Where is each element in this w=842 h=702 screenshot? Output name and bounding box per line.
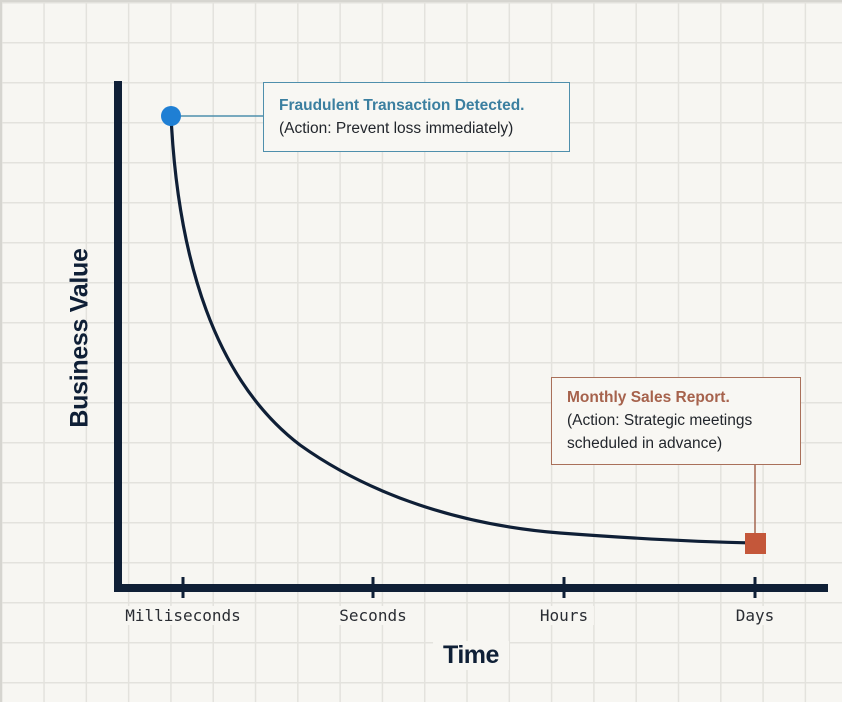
fraud-callout-title: Fraudulent Transaction Detected. xyxy=(279,97,525,114)
fraud-callout: Fraudulent Transaction Detected. (Action… xyxy=(263,82,570,152)
y-axis-title: Business Value xyxy=(65,248,94,428)
axes xyxy=(114,81,828,598)
value-decay-curve xyxy=(169,114,757,545)
x-axis-title: Time xyxy=(433,641,509,670)
frame-border-top xyxy=(0,0,842,2)
x-tick-days xyxy=(753,577,757,598)
x-tick-hours xyxy=(562,577,566,598)
x-tick-label-milliseconds: Milliseconds xyxy=(119,606,247,625)
fraud-callout-action: (Action: Prevent loss immediately) xyxy=(279,120,514,137)
report-marker-square[interactable] xyxy=(745,533,766,554)
fraud-marker-circle[interactable] xyxy=(161,106,181,126)
x-tick-seconds xyxy=(371,577,375,598)
report-callout-title: Monthly Sales Report. xyxy=(567,389,730,406)
report-callout-action-line2: scheduled in advance) xyxy=(567,435,723,452)
report-callout-action-line1: (Action: Strategic meetings xyxy=(567,412,753,429)
x-tick-label-seconds: Seconds xyxy=(333,606,413,625)
frame-border-left xyxy=(0,0,2,702)
x-tick-label-days: Days xyxy=(729,606,781,625)
x-tick-milliseconds xyxy=(181,577,185,598)
x-axis-line xyxy=(114,584,828,592)
report-callout: Monthly Sales Report. (Action: Strategic… xyxy=(551,377,801,465)
y-axis-line xyxy=(114,81,122,592)
x-tick-label-hours: Hours xyxy=(533,606,595,625)
